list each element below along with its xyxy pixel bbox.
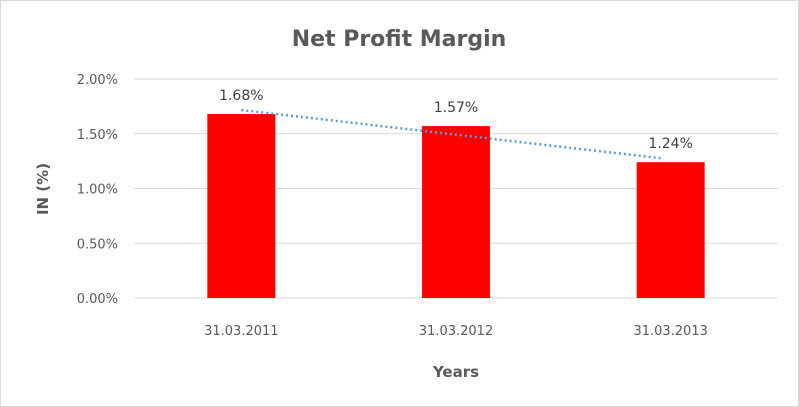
y-axis-title: IN (%) xyxy=(34,163,52,215)
trendline-layer xyxy=(241,108,661,160)
y-tick-label: 1.00% xyxy=(77,183,118,198)
bar-31.03.2011 xyxy=(207,114,276,298)
bars xyxy=(207,114,705,299)
y-tick-label: 1.50% xyxy=(77,128,118,143)
x-tick-label: 31.03.2013 xyxy=(633,324,707,339)
x-axis-ticks: 31.03.2011 31.03.2012 31.03.2013 xyxy=(204,324,708,339)
data-labels: 1.68% 1.57% 1.24% xyxy=(219,88,693,152)
bar-31.03.2013 xyxy=(636,162,705,298)
chart-title: Net Profit Margin xyxy=(292,27,507,52)
y-tick-label: 2.00% xyxy=(77,73,118,88)
y-tick-label: 0.00% xyxy=(77,292,118,307)
bar-31.03.2012 xyxy=(422,126,490,299)
x-tick-label: 31.03.2012 xyxy=(419,324,493,339)
y-axis-ticks: 0.00% 0.50% 1.00% 1.50% 2.00% xyxy=(77,73,118,307)
trendline xyxy=(241,108,661,160)
y-tick-label: 0.50% xyxy=(77,237,118,252)
data-label: 1.68% xyxy=(219,88,263,104)
data-label: 1.57% xyxy=(434,100,478,116)
x-tick-label: 31.03.2011 xyxy=(204,324,278,339)
x-axis-title: Years xyxy=(432,363,479,381)
data-label: 1.24% xyxy=(648,136,692,152)
